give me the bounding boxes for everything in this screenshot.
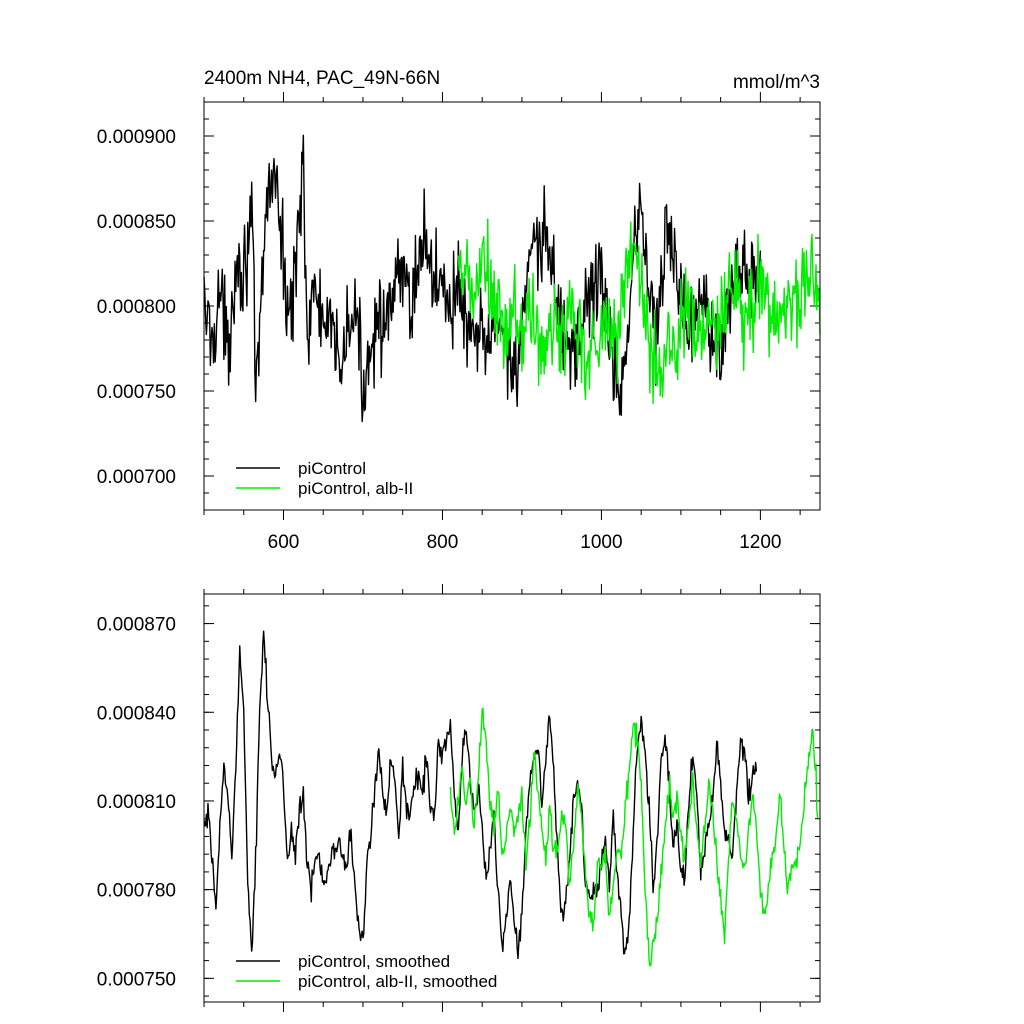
- bottom-series-picontrol-alb-ii-line: [449, 707, 819, 967]
- bottom-series-group: [203, 630, 819, 967]
- top-x-tick-label: 600: [268, 532, 300, 553]
- bottom-panel: 0.000750 0.000780 0.000810 0.000840 0.000870…: [97, 584, 821, 1012]
- bottom-y-tick-label: 0.000810: [97, 792, 176, 813]
- bottom-y-tick-label: 0.000840: [97, 703, 176, 724]
- bottom-y-tick-label: 0.000750: [97, 969, 176, 990]
- legend-label-picontrol: piControl: [298, 459, 366, 478]
- top-title-right: mmol/m^3: [733, 72, 820, 93]
- top-series-group: [203, 134, 821, 423]
- top-legend: piControl piControl, alb-II: [236, 459, 413, 498]
- bottom-x-axis: [203, 584, 801, 1012]
- top-x-tick-label: 1200: [739, 532, 781, 553]
- bottom-y-tick-label: 0.000780: [97, 881, 176, 902]
- top-y-tick-label: 0.000850: [97, 212, 176, 233]
- top-y-tick-label: 0.000750: [97, 382, 176, 403]
- top-x-tick-label: 1000: [580, 532, 622, 553]
- top-y-tick-label: 0.000900: [97, 127, 176, 148]
- top-y-tick-label: 0.000700: [97, 467, 176, 488]
- bottom-legend: piControl, smoothed piControl, alb-II, s…: [236, 952, 497, 991]
- legend-label-picontrol-smoothed: piControl, smoothed: [298, 952, 450, 971]
- legend-label-picontrol-alb-ii-smoothed: piControl, alb-II, smoothed: [298, 972, 497, 991]
- top-series-picontrol-line: [203, 134, 762, 423]
- top-y-tick-label: 0.000800: [97, 297, 176, 318]
- top-y-axis: 0.000700 0.000750 0.000800 0.000850 0.000900: [97, 118, 820, 511]
- legend-label-picontrol-alb-ii: piControl, alb-II: [298, 479, 413, 498]
- top-plot-frame: [203, 101, 821, 511]
- top-title-left: 2400m NH4, PAC_49N-66N: [204, 68, 440, 89]
- top-x-tick-label: 800: [427, 532, 459, 553]
- bottom-y-axis: 0.000750 0.000780 0.000810 0.000840 0.000870: [97, 605, 820, 997]
- top-series-picontrol-alb-ii-line: [457, 218, 821, 404]
- bottom-series-picontrol-line: [203, 630, 758, 960]
- bottom-y-tick-label: 0.000870: [97, 615, 176, 636]
- top-x-axis: 600 800 1000 1200: [203, 92, 801, 553]
- bottom-plot-frame: [203, 593, 821, 1003]
- top-panel: 2400m NH4, PAC_49N-66N mmol/m^3 0.000700…: [97, 68, 821, 553]
